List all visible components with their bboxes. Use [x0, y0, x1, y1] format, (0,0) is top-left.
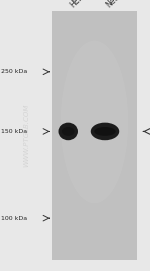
Ellipse shape	[61, 41, 128, 203]
Ellipse shape	[62, 127, 75, 136]
Text: WWW.PTGLB.COM: WWW.PTGLB.COM	[23, 104, 29, 167]
Text: 100 kDa: 100 kDa	[1, 216, 27, 221]
Ellipse shape	[94, 127, 116, 136]
Text: 250 kDa: 250 kDa	[1, 69, 27, 74]
Text: Neuro-2a: Neuro-2a	[104, 0, 136, 9]
Text: 150 kDa: 150 kDa	[1, 129, 27, 134]
Bar	[52, 11, 137, 260]
Ellipse shape	[91, 122, 119, 140]
Ellipse shape	[58, 122, 78, 140]
Text: HEK-293T: HEK-293T	[68, 0, 100, 9]
